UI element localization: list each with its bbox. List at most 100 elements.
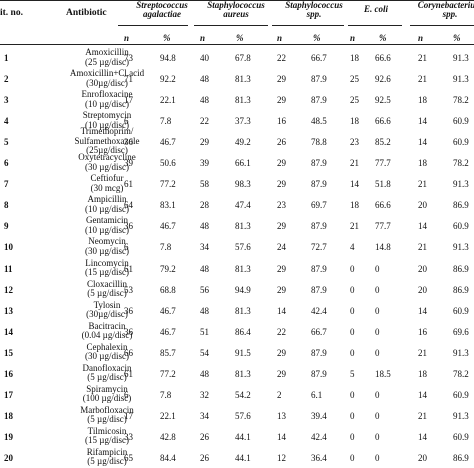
cell-pct: 46.7 <box>160 326 176 337</box>
cell-n: 13 <box>277 410 286 421</box>
cell-n: 73 <box>124 53 133 63</box>
antibiotic-name: Gentamicin (10 µg/disc) <box>85 215 129 235</box>
table-row: 8 Ampicillin (10 µg/disc) 64 83.1 28 47.4 23 69.… <box>0 193 474 215</box>
cell-pct: 57.6 <box>235 242 251 253</box>
cell-pct: 44.1 <box>235 431 251 442</box>
cell-pct: 0 <box>375 347 380 358</box>
cell-n: 36 <box>124 221 133 232</box>
cell-n: 14 <box>277 305 286 316</box>
cell-n: 48 <box>200 368 209 379</box>
cell-pct: 79.2 <box>160 263 176 274</box>
cell-pct: 86.9 <box>453 284 469 295</box>
cell-pct: 91.3 <box>453 410 469 421</box>
species-underline-3 <box>272 25 344 26</box>
table-row: 18 Marbofloxacin (5 µg/disc) 17 22.1 34 57.6 13… <box>0 404 474 426</box>
table-row: 20 Rifampicin (5 µg/disc) 65 84.4 26 44.1 12 36.… <box>0 446 474 468</box>
cell-pct: 67.8 <box>235 53 251 63</box>
table-header: it. no. Antibiotic Streptococcus agalact… <box>0 0 474 24</box>
cell-n: 4 <box>350 242 355 253</box>
cell-n: 29 <box>277 95 286 106</box>
cell-pct: 22.1 <box>160 410 176 421</box>
antibiotic-name: Tylosin (30µg/disc) <box>86 299 128 320</box>
cell-pct: 87.9 <box>311 368 327 379</box>
cell-n: 14 <box>418 116 427 127</box>
cell-pct: 81.3 <box>235 305 251 316</box>
cell-n: 28 <box>200 200 209 211</box>
cell-n: 65 <box>124 452 133 463</box>
cell-n: 2 <box>277 389 282 400</box>
cell-n: 20 <box>418 200 427 211</box>
species-underline-5 <box>410 25 474 26</box>
cell-pct: 42.8 <box>160 431 176 442</box>
header-species-2: Staphylococcus aureus <box>207 0 265 19</box>
cell-pct: 66.7 <box>311 53 327 63</box>
cell-pct: 6.1 <box>311 389 323 400</box>
species-underline-2 <box>194 25 268 26</box>
cell-n: 29 <box>277 263 286 274</box>
row-number: 18 <box>4 410 13 421</box>
cell-n: 0 <box>350 410 355 421</box>
cell-n: 0 <box>350 347 355 358</box>
cell-n: 0 <box>350 326 355 337</box>
cell-pct: 7.8 <box>160 116 172 127</box>
cell-n: 29 <box>200 137 209 148</box>
cell-pct: 77.2 <box>160 179 176 190</box>
cell-pct: 86.9 <box>453 200 469 211</box>
cell-pct: 0 <box>375 305 380 316</box>
cell-n: 48 <box>200 74 209 85</box>
cell-n: 20 <box>418 284 427 295</box>
table-row: 5 Trimethoprim/Sulfamethoxazole (25µg/disc… <box>0 127 474 155</box>
cell-n: 0 <box>350 263 355 274</box>
antibiotic-name: Marbofloxacin (5 µg/disc) <box>80 404 134 425</box>
cell-n: 21 <box>418 179 427 190</box>
species-underline-4 <box>348 25 402 26</box>
cell-pct: 77.7 <box>375 221 391 232</box>
header-no: it. no. <box>0 8 23 18</box>
top-rule <box>0 0 474 1</box>
subheader-pct: % <box>453 33 461 43</box>
cell-pct: 0 <box>375 389 380 400</box>
cell-n: 26 <box>200 431 209 442</box>
cell-n: 14 <box>418 305 427 316</box>
cell-n: 14 <box>350 179 359 190</box>
cell-pct: 0 <box>375 452 380 463</box>
cell-pct: 87.9 <box>311 179 327 190</box>
header-species-3: Staphylococcus spp. <box>285 0 343 19</box>
row-number: 19 <box>4 431 13 442</box>
cell-n: 56 <box>200 284 209 295</box>
row-number: 3 <box>4 95 9 106</box>
cell-n: 6 <box>124 116 129 127</box>
cell-pct: 66.7 <box>311 326 327 337</box>
subheader-pct: % <box>379 33 387 43</box>
cell-pct: 7.8 <box>160 389 172 400</box>
cell-pct: 46.7 <box>160 305 176 316</box>
cell-n: 34 <box>200 242 209 253</box>
cell-pct: 94.9 <box>235 284 251 295</box>
cell-n: 48 <box>200 305 209 316</box>
cell-n: 29 <box>277 179 286 190</box>
cell-n: 29 <box>277 368 286 379</box>
subheader-pct: % <box>313 33 321 43</box>
table-row: 16 Danofloxacin (5 µg/disc) 61 77.2 48 81.3 29 8… <box>0 362 474 384</box>
row-number: 13 <box>4 305 13 316</box>
cell-pct: 81.3 <box>235 263 251 274</box>
cell-n: 14 <box>418 389 427 400</box>
row-number: 17 <box>4 389 13 400</box>
cell-n: 40 <box>200 53 209 63</box>
antibiotic-name: Enrofloxacine (10 µg/disc) <box>81 89 133 109</box>
row-number: 1 <box>4 53 9 63</box>
antibiotic-name: Ceftiofur (30 mcg) <box>90 173 124 193</box>
cell-pct: 49.2 <box>235 137 251 148</box>
table-row: 17 Spiramycin (100 µg/disc) 6 7.8 32 54.2 2 6.1 0… <box>0 383 474 405</box>
cell-n: 26 <box>200 452 209 463</box>
cell-pct: 60.9 <box>453 431 469 442</box>
cell-pct: 44.1 <box>235 452 251 463</box>
subheader-pct: % <box>163 33 171 43</box>
cell-pct: 91.3 <box>453 53 469 63</box>
cell-n: 6 <box>124 242 129 253</box>
cell-pct: 87.9 <box>311 263 327 274</box>
row-number: 6 <box>4 158 9 169</box>
cell-pct: 46.7 <box>160 221 176 232</box>
cell-n: 0 <box>350 431 355 442</box>
cell-pct: 91.3 <box>453 347 469 358</box>
